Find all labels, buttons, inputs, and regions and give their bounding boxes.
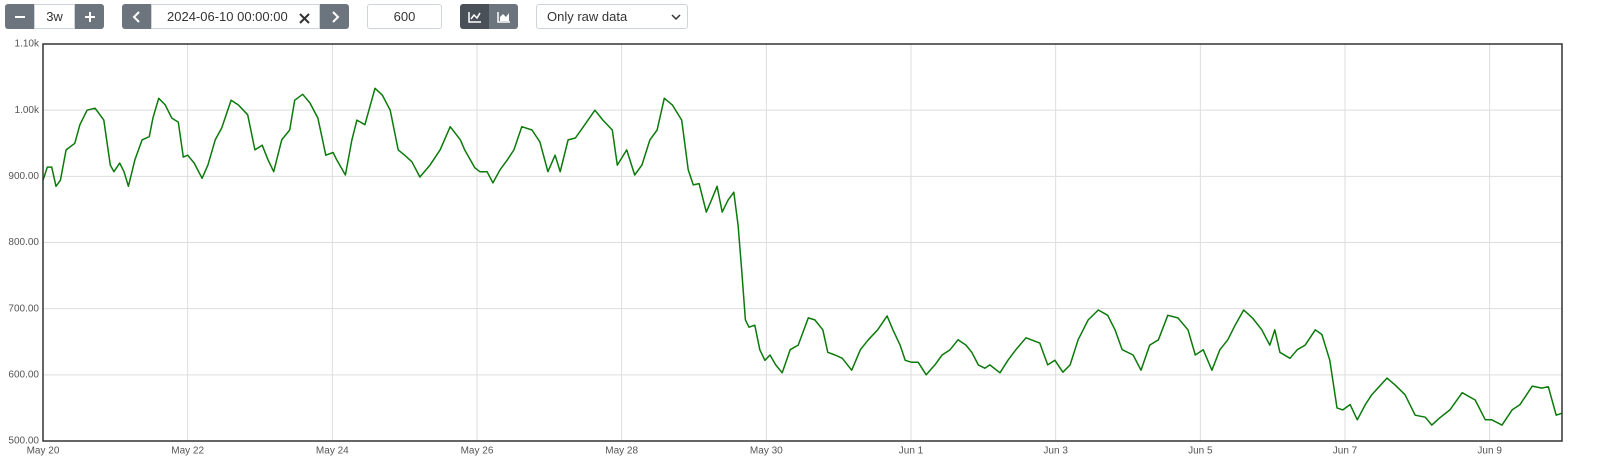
next-time-button[interactable] xyxy=(320,4,349,29)
y-tick-label: 500.00 xyxy=(8,436,39,447)
x-tick-label: Jun 7 xyxy=(1333,446,1358,457)
mode-text: Only raw data xyxy=(547,9,628,24)
y-tick-label: 900.00 xyxy=(8,171,39,182)
x-tick-label: May 20 xyxy=(27,446,60,457)
x-tick-label: May 24 xyxy=(316,446,349,457)
x-tick-label: May 30 xyxy=(750,446,783,457)
resolution-input[interactable]: 600 xyxy=(367,4,442,29)
stacked-chart-button[interactable] xyxy=(489,4,518,29)
x-tick-label: Jun 9 xyxy=(1477,446,1502,457)
increase-range-button[interactable] xyxy=(75,4,104,29)
range-input[interactable]: 3w xyxy=(34,4,75,29)
line-chart-button[interactable] xyxy=(460,4,489,29)
y-tick-label: 1.10k xyxy=(15,39,40,50)
mode-select[interactable]: Only raw data xyxy=(536,4,688,29)
x-tick-label: May 22 xyxy=(171,446,204,457)
end-time-text: 2024-06-10 00:00:00 xyxy=(167,9,288,24)
data-line xyxy=(42,87,1563,426)
x-tick-label: Jun 1 xyxy=(899,446,924,457)
y-tick-label: 700.00 xyxy=(8,303,39,314)
previous-time-button[interactable] xyxy=(122,4,151,29)
x-tick-label: Jun 5 xyxy=(1188,446,1213,457)
x-tick-label: Jun 3 xyxy=(1043,446,1068,457)
y-tick-label: 1.00k xyxy=(15,105,40,116)
x-tick-label: May 28 xyxy=(605,446,638,457)
y-tick-label: 600.00 xyxy=(8,369,39,380)
clear-time-button[interactable] xyxy=(299,11,310,29)
x-tick-label: May 26 xyxy=(461,446,494,457)
end-time-input[interactable]: 2024-06-10 00:00:00 xyxy=(151,4,320,29)
y-tick-label: 800.00 xyxy=(8,237,39,248)
plot-frame xyxy=(42,43,1563,442)
decrease-range-button[interactable] xyxy=(5,4,34,29)
